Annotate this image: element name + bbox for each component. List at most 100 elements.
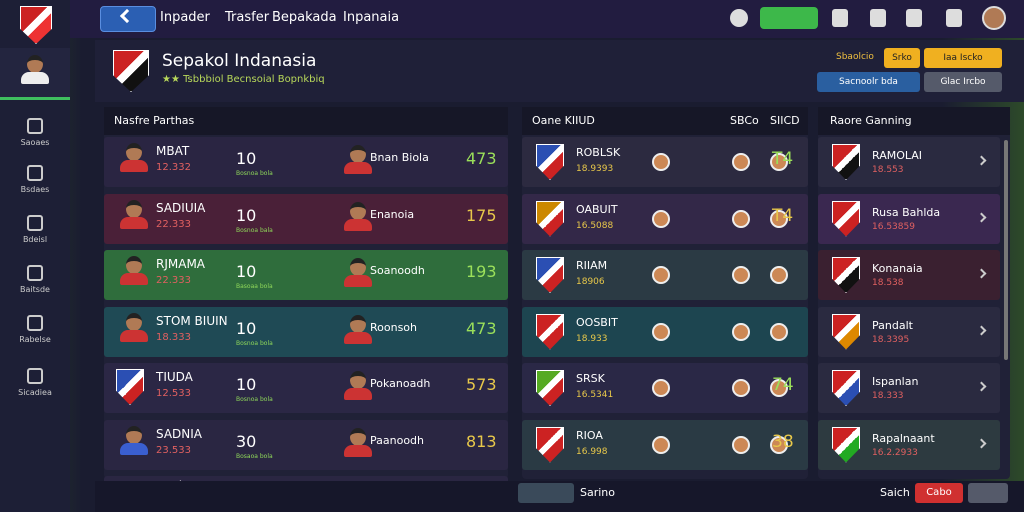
ranking-row[interactable]: Rapalnaant 16.2.2933 bbox=[818, 419, 1000, 470]
club-row[interactable]: SRSK 16.5341 74 bbox=[522, 363, 808, 413]
club-badge bbox=[732, 266, 750, 284]
player-note: Bosnoa bola bbox=[236, 170, 273, 177]
club-badge bbox=[732, 435, 750, 454]
header-button[interactable]: Glac Ircbo bbox=[924, 72, 1002, 92]
club-score: 74 bbox=[772, 375, 794, 395]
sidebar-label[interactable]: Bsdaes bbox=[20, 185, 50, 194]
ranking-name: Ispanlan bbox=[872, 375, 919, 388]
sidebar-icon[interactable] bbox=[27, 118, 43, 134]
player-note: Bosnoa bala bbox=[236, 226, 273, 234]
club-score: T4 bbox=[772, 149, 794, 169]
icon[interactable] bbox=[906, 9, 922, 27]
avatar-shirt bbox=[120, 160, 148, 172]
ranking-row[interactable]: Rusa Bahlda 16.53859 bbox=[818, 193, 1000, 244]
player-row[interactable]: SADNIA 23.533 30 Bosaoa bola Paanoodh 813 bbox=[104, 419, 508, 470]
sidebar-icon[interactable] bbox=[27, 165, 43, 181]
club-badge bbox=[770, 435, 788, 454]
icon[interactable] bbox=[870, 9, 886, 27]
crest bbox=[536, 370, 564, 406]
ranking-row[interactable]: Ispanlan 18.333 bbox=[818, 363, 1000, 413]
avatar-head bbox=[126, 256, 142, 274]
sidebar-label[interactable]: Bdeisl bbox=[22, 235, 48, 244]
sidebar-label[interactable]: Rabelse bbox=[19, 335, 51, 344]
player-number: 10 bbox=[236, 375, 257, 394]
club-row[interactable]: RIIAM 18906 bbox=[522, 250, 808, 300]
ranking-name: Pandalt bbox=[872, 318, 913, 332]
player-row[interactable]: TIUDA 12.533 10 Bosnoa bola Pokanoadh 573 bbox=[104, 363, 508, 413]
avatar-shirt bbox=[344, 162, 372, 174]
edit-label[interactable]: Sarino bbox=[580, 486, 616, 499]
sidebar-icon[interactable] bbox=[27, 265, 43, 281]
crest bbox=[536, 426, 564, 463]
search-label[interactable]: Saich bbox=[880, 486, 910, 499]
opponent-name: Bnan Biola bbox=[370, 151, 429, 164]
club-badge bbox=[732, 322, 750, 341]
player-row[interactable]: SADIUIA 22.333 10 Bosnoa bala Enanoia 175 bbox=[104, 193, 508, 244]
avatar-head bbox=[350, 258, 366, 276]
club-value: 16.5341 bbox=[576, 390, 614, 400]
club-badge bbox=[652, 266, 670, 284]
club-badge bbox=[770, 266, 788, 284]
ranking-row[interactable]: Konanaia 18.538 bbox=[818, 250, 1000, 300]
avatar-head bbox=[350, 314, 366, 333]
avatar-head bbox=[27, 55, 43, 73]
avatar-shirt bbox=[120, 216, 148, 229]
player-score: 473 bbox=[466, 149, 497, 168]
toggle-button[interactable] bbox=[760, 7, 818, 29]
profile-avatar[interactable] bbox=[982, 6, 1006, 30]
player-score: 813 bbox=[466, 431, 497, 451]
player-row[interactable]: RJMAMA 22.333 10 Basoaa bola Soanoodh 193 bbox=[104, 250, 508, 300]
sidebar-label[interactable]: Baitsde bbox=[20, 285, 50, 294]
tools-button[interactable] bbox=[968, 483, 1008, 503]
avatar-head bbox=[350, 201, 366, 220]
player-note: Bosaoa bola bbox=[236, 452, 273, 460]
nav-tab[interactable]: Bepakada bbox=[272, 10, 337, 25]
ranking-name: Rapalnaant bbox=[872, 431, 935, 445]
sidebar-label[interactable]: Sicadiea bbox=[18, 388, 52, 397]
club-badge bbox=[770, 153, 788, 171]
player-note: Bosnoa bola bbox=[236, 396, 273, 403]
player-name: MBAT bbox=[156, 144, 190, 158]
edit-button[interactable] bbox=[518, 483, 574, 503]
sidebar-icon[interactable] bbox=[27, 368, 43, 384]
player-number: 10 bbox=[236, 205, 257, 225]
panel-header bbox=[104, 107, 508, 135]
avatar-head bbox=[126, 312, 142, 331]
opponent-name: Pokanoadh bbox=[370, 377, 431, 390]
nav-tab[interactable]: Inpanaia bbox=[343, 10, 400, 25]
ranking-row[interactable]: RAMOLAI 18.553 bbox=[818, 137, 1000, 187]
back-button[interactable] bbox=[100, 6, 156, 32]
panel-header bbox=[522, 107, 808, 135]
player-row[interactable]: MBAT 12.332 10 Bosnoa bola Bnan Biola 473 bbox=[104, 137, 508, 187]
club-score: 38 bbox=[772, 431, 794, 452]
ranking-row[interactable]: Pandalt 18.3395 bbox=[818, 306, 1000, 357]
nav-tab[interactable]: Trasfer bbox=[225, 10, 270, 25]
sidebar-icon[interactable] bbox=[27, 215, 43, 231]
club-score: T4 bbox=[772, 205, 794, 226]
cancel-button[interactable]: Cabo bbox=[915, 483, 963, 503]
club-row[interactable]: RIOA 16.998 38 bbox=[522, 419, 808, 470]
player-value: 12.533 bbox=[156, 388, 191, 399]
header-button[interactable]: Iaa Iscko bbox=[924, 48, 1002, 68]
icon[interactable] bbox=[832, 9, 848, 27]
sidebar-icon[interactable] bbox=[27, 315, 43, 331]
header-button[interactable]: Srko bbox=[884, 48, 920, 68]
club-row[interactable]: ROBLSK 18.9393 T4 bbox=[522, 137, 808, 187]
icon[interactable] bbox=[730, 9, 748, 27]
player-row[interactable]: STOM BIUIN 18.333 10 Bosnoa bola Roonsoh 473 bbox=[104, 306, 508, 357]
sidebar-label[interactable]: Saoaes bbox=[20, 138, 50, 147]
club-badge bbox=[732, 209, 750, 228]
header-button[interactable]: Sacnoolr bda bbox=[817, 72, 920, 92]
club-row[interactable]: OABUIT 16.5088 T4 bbox=[522, 193, 808, 244]
club-badge bbox=[652, 435, 670, 454]
club-badge bbox=[732, 379, 750, 397]
club-name: RIIAM bbox=[576, 259, 608, 272]
nav-tab[interactable]: Inpader bbox=[160, 10, 210, 25]
ranking-value: 18.333 bbox=[872, 391, 904, 401]
club-name: OOSBIT bbox=[576, 315, 618, 329]
chevron bbox=[976, 268, 987, 279]
club-value: 16.998 bbox=[576, 446, 608, 457]
avatar-head bbox=[126, 199, 142, 218]
club-row[interactable]: OOSBIT 18.933 bbox=[522, 306, 808, 357]
icon[interactable] bbox=[946, 9, 962, 27]
